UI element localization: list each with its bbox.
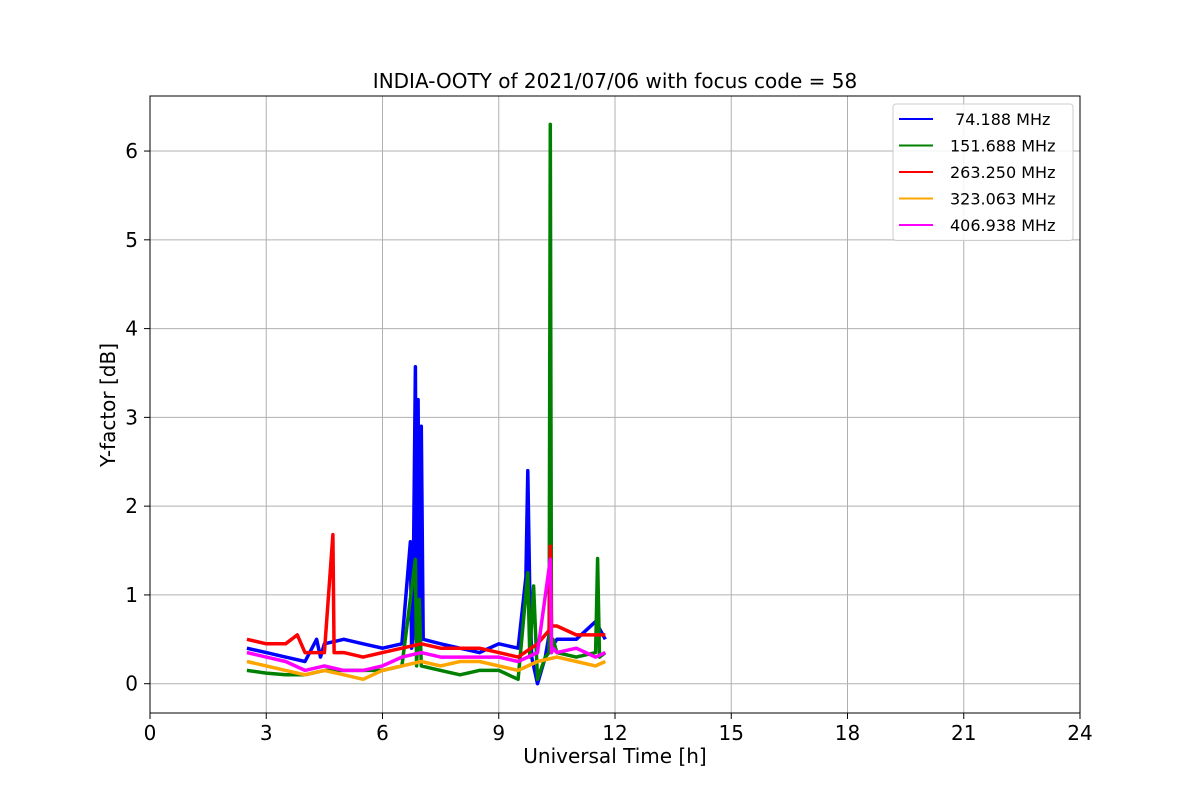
legend-entry: 151.688 MHz bbox=[950, 137, 1055, 156]
legend-entry: 406.938 MHz bbox=[950, 216, 1055, 235]
x-axis: 0 3 6 9 12 15 18 21 24 bbox=[144, 713, 1093, 745]
y-axis: 0 1 2 3 4 5 6 bbox=[125, 139, 150, 696]
chart-title: INDIA-OOTY of 2021/07/06 with focus code… bbox=[373, 69, 857, 93]
legend-entry: 263.250 MHz bbox=[950, 163, 1055, 182]
y-tick-label: 4 bbox=[125, 317, 138, 341]
y-tick-label: 3 bbox=[125, 405, 138, 429]
series-line-4 bbox=[246, 557, 607, 673]
x-tick-label: 9 bbox=[492, 721, 505, 745]
y-axis-label: Y-factor [dB] bbox=[96, 343, 120, 468]
x-tick-label: 3 bbox=[260, 721, 273, 745]
series-line-3 bbox=[246, 655, 607, 682]
x-tick-label: 15 bbox=[719, 721, 744, 745]
x-axis-label: Universal Time [h] bbox=[523, 744, 706, 768]
x-tick-label: 12 bbox=[602, 721, 627, 745]
y-tick-label: 0 bbox=[125, 672, 138, 696]
x-tick-label: 6 bbox=[376, 721, 389, 745]
legend: 74.188 MHz 151.688 MHz 263.250 MHz 323.063 … bbox=[892, 103, 1074, 241]
grid bbox=[149, 96, 1081, 713]
x-tick-label: 21 bbox=[951, 721, 976, 745]
x-tick-label: 0 bbox=[144, 721, 157, 745]
legend-box bbox=[892, 103, 1074, 241]
legend-entry: 74.188 MHz bbox=[950, 110, 1050, 129]
x-tick-label: 24 bbox=[1067, 721, 1092, 745]
legend-entry: 323.063 MHz bbox=[950, 190, 1055, 209]
y-tick-label: 6 bbox=[125, 139, 138, 163]
series-layer bbox=[246, 122, 607, 686]
y-tick-label: 5 bbox=[125, 228, 138, 252]
x-tick-label: 18 bbox=[835, 721, 860, 745]
y-tick-label: 1 bbox=[125, 583, 138, 607]
y-tick-label: 2 bbox=[125, 494, 138, 518]
